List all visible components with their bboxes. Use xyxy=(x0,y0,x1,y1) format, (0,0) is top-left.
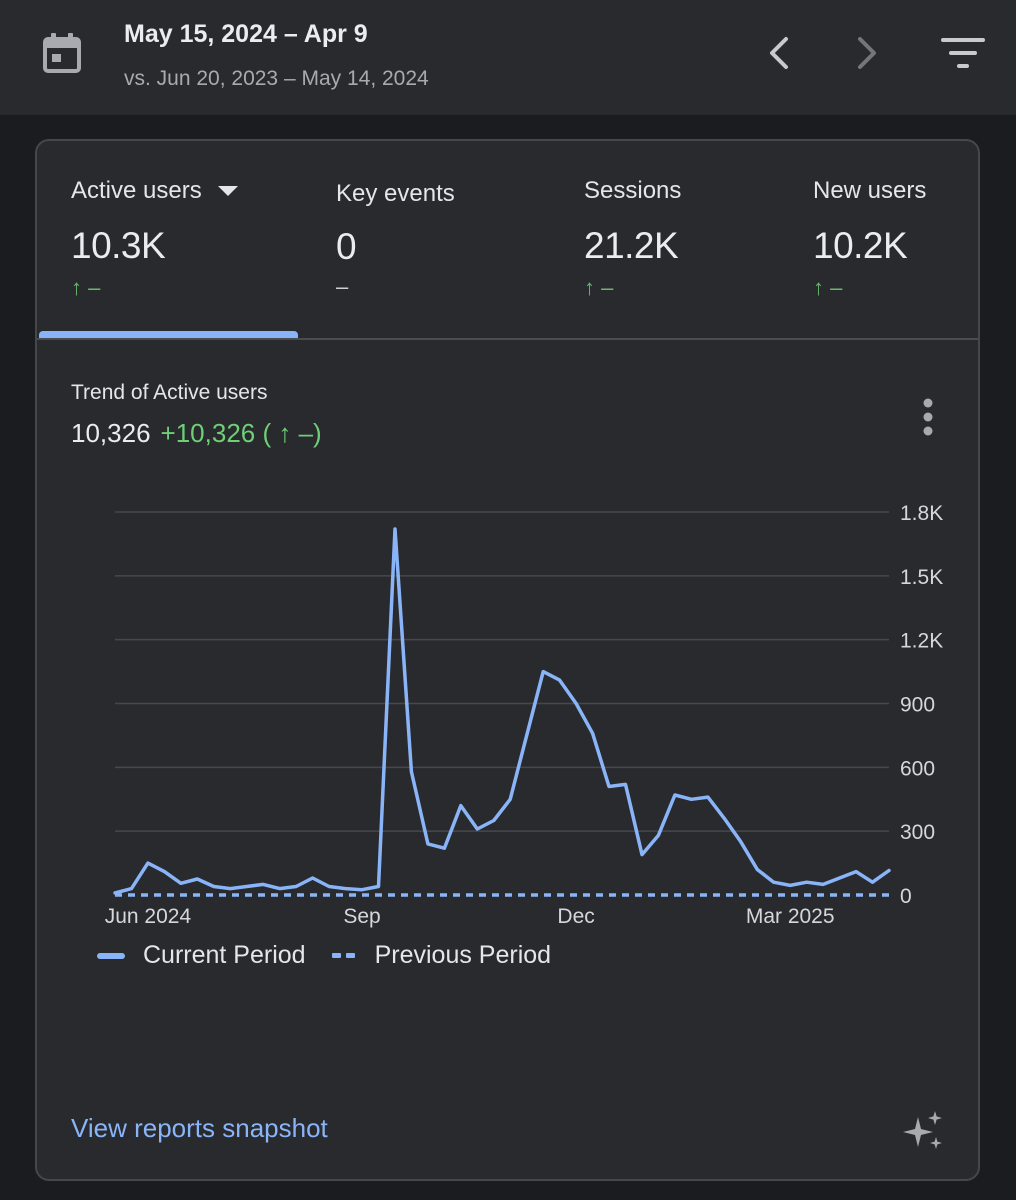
view-reports-snapshot-link[interactable]: View reports snapshot xyxy=(71,1113,328,1143)
more-options-icon[interactable] xyxy=(917,397,939,439)
caret-down-icon[interactable] xyxy=(217,186,238,196)
metric-tab-key-events[interactable]: Key events 0 – xyxy=(336,180,455,300)
metric-change: ↑ – xyxy=(71,275,101,300)
metric-tab-sessions[interactable]: Sessions 21.2K ↑ – xyxy=(584,177,681,301)
selected-tab-indicator xyxy=(39,331,298,339)
metric-label: Active users xyxy=(71,177,238,205)
sparkle-icon[interactable] xyxy=(901,1109,945,1153)
x-tick-label: Dec xyxy=(557,905,594,928)
metric-label: Sessions xyxy=(584,177,682,204)
metric-change: – xyxy=(336,274,349,299)
filter-icon[interactable] xyxy=(940,36,986,70)
y-tick-label: 900 xyxy=(900,694,935,717)
metric-value: 10.3K xyxy=(71,225,166,266)
metric-value: 10.2K xyxy=(813,225,908,266)
y-tick-label: 600 xyxy=(900,757,935,780)
x-tick-label: Jun 2024 xyxy=(105,905,192,928)
trend-title: Trend of Active users xyxy=(71,381,268,404)
chart-legend: Current Period Previous Period xyxy=(97,941,551,970)
date-range-header: May 15, 2024 – Apr 9 vs. Jun 20, 2023 – … xyxy=(0,0,1016,115)
x-tick-label: Mar 2025 xyxy=(746,905,835,928)
metric-value: 0 xyxy=(336,226,357,267)
metric-tab-new-users[interactable]: New users 10.2K ↑ – xyxy=(813,177,926,301)
chevron-right-icon[interactable] xyxy=(850,34,884,72)
metric-change: ↑ – xyxy=(813,275,843,300)
date-range[interactable]: May 15, 2024 – Apr 9 xyxy=(124,20,368,48)
y-tick-label: 1.8K xyxy=(900,502,943,525)
metric-change: ↑ – xyxy=(584,275,614,300)
legend-current: Current Period xyxy=(143,941,306,969)
metric-label-text: Active users xyxy=(71,177,202,204)
legend-solid-line xyxy=(97,952,125,959)
trend-value: 10,326 xyxy=(71,418,151,448)
metric-tab-active-users[interactable]: Active users 10.3K ↑ – xyxy=(71,177,238,301)
comparison-range: vs. Jun 20, 2023 – May 14, 2024 xyxy=(124,67,429,90)
y-tick-label: 300 xyxy=(900,821,935,844)
trend-chart: 0 300 600 900 1.2K 1.5K 1.8K Jun 2024 Sep Dec Mar … xyxy=(105,502,943,928)
calendar-icon[interactable] xyxy=(42,32,82,74)
chevron-left-icon[interactable] xyxy=(762,34,796,72)
metric-label: New users xyxy=(813,177,927,204)
legend-dashed-line xyxy=(331,953,355,958)
series-current-period xyxy=(113,527,891,895)
legend-previous: Previous Period xyxy=(374,941,552,969)
x-tick-label: Sep xyxy=(343,905,380,928)
trend-summary: 10,326 +10,326 ( ↑ –) xyxy=(71,418,322,449)
metrics-card: Active users 10.3K ↑ – Key events 0 – Se… xyxy=(35,139,980,1181)
metric-label: Key events xyxy=(336,180,455,207)
y-tick-label: 0 xyxy=(900,885,912,908)
metric-value: 21.2K xyxy=(584,225,679,266)
tab-divider xyxy=(37,338,978,340)
trend-delta: +10,326 ( ↑ –) xyxy=(160,418,322,448)
y-tick-label: 1.5K xyxy=(900,566,943,589)
y-tick-label: 1.2K xyxy=(900,630,943,653)
